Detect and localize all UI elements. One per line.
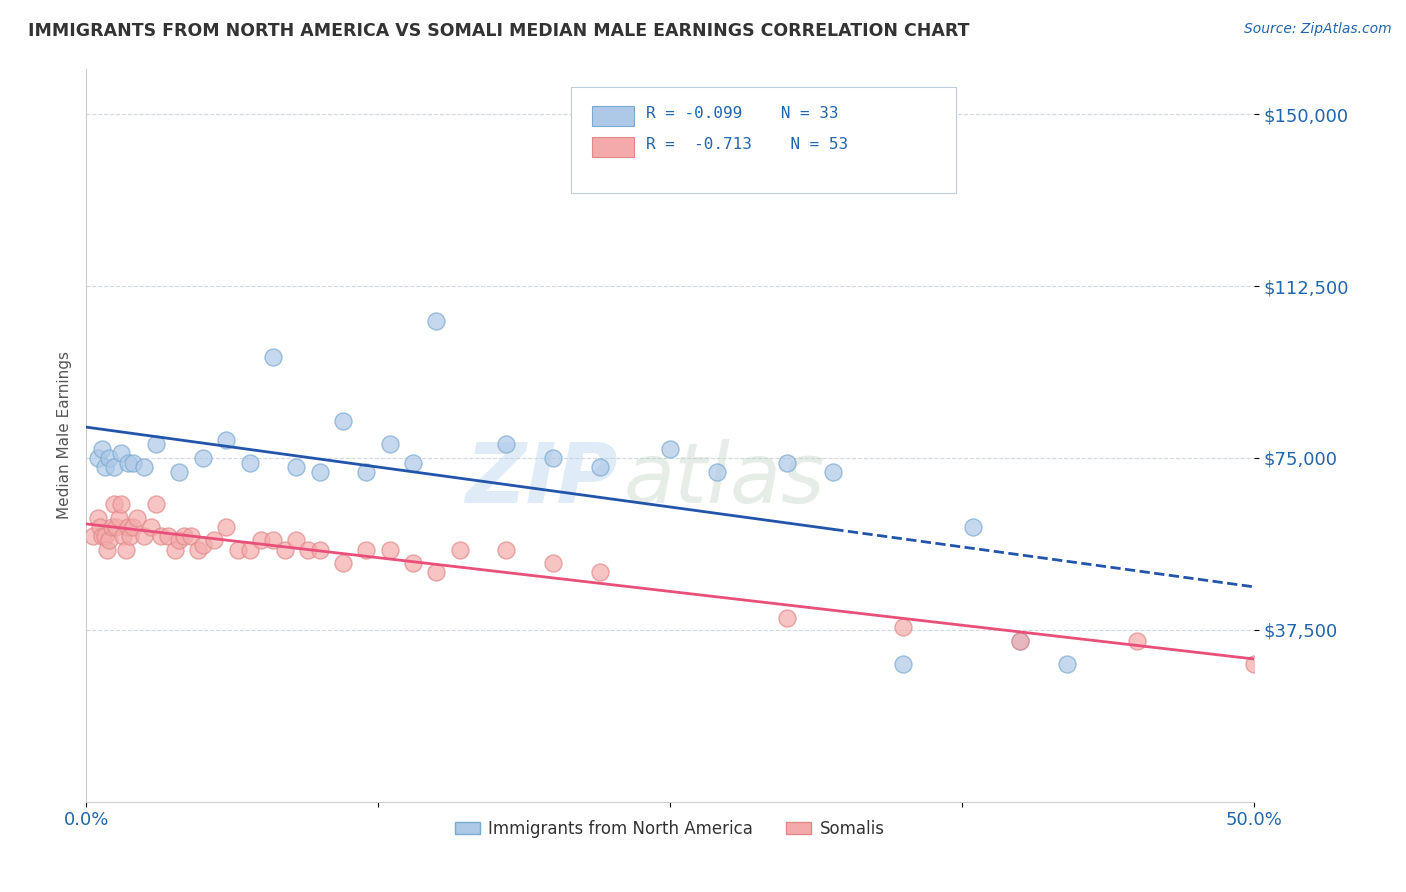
Point [114, 542, 136, 557]
Point [1010, 634, 1032, 648]
Text: R = -0.099    N = 33: R = -0.099 N = 33 [647, 106, 839, 121]
Point [402, 456, 425, 470]
Point [107, 510, 129, 524]
Y-axis label: Median Male Earnings: Median Male Earnings [58, 351, 72, 519]
Point [1243, 657, 1265, 672]
Point [191, 538, 214, 552]
Point [87, 450, 110, 465]
Point [145, 497, 167, 511]
Text: ZIP: ZIP [464, 439, 617, 519]
Point [658, 442, 681, 456]
Point [962, 519, 984, 533]
Point [402, 557, 425, 571]
Point [775, 611, 797, 625]
FancyBboxPatch shape [592, 106, 634, 127]
Point [191, 450, 214, 465]
Text: R =  -0.713    N = 53: R = -0.713 N = 53 [647, 137, 849, 153]
Point [117, 456, 139, 470]
Point [121, 519, 143, 533]
Point [141, 519, 163, 533]
Point [204, 533, 226, 548]
Point [285, 533, 308, 548]
Point [378, 437, 401, 451]
FancyBboxPatch shape [571, 87, 956, 194]
Point [149, 529, 172, 543]
Point [120, 529, 142, 543]
Point [169, 465, 191, 479]
Point [425, 566, 447, 580]
Point [134, 460, 156, 475]
Point [91, 442, 114, 456]
Point [308, 465, 330, 479]
Point [1010, 634, 1032, 648]
Point [541, 450, 564, 465]
Point [823, 465, 845, 479]
Point [98, 533, 121, 548]
Point [121, 456, 143, 470]
Point [117, 519, 139, 533]
Point [169, 533, 191, 548]
Point [226, 542, 249, 557]
Point [262, 350, 284, 364]
Point [91, 529, 114, 543]
Point [425, 313, 447, 327]
Point [94, 460, 117, 475]
FancyBboxPatch shape [592, 136, 634, 157]
Point [163, 542, 186, 557]
Point [145, 437, 167, 451]
Point [891, 620, 914, 634]
Point [273, 542, 295, 557]
Point [332, 557, 354, 571]
Point [262, 533, 284, 548]
Point [285, 460, 308, 475]
Point [96, 542, 118, 557]
Point [1126, 634, 1149, 648]
Text: IMMIGRANTS FROM NORTH AMERICA VS SOMALI MEDIAN MALE EARNINGS CORRELATION CHART: IMMIGRANTS FROM NORTH AMERICA VS SOMALI … [28, 22, 970, 40]
Point [100, 519, 122, 533]
Text: Source: ZipAtlas.com: Source: ZipAtlas.com [1244, 22, 1392, 37]
Point [187, 542, 209, 557]
Point [112, 529, 135, 543]
Point [589, 566, 612, 580]
Point [215, 433, 238, 447]
Point [156, 529, 179, 543]
Point [215, 519, 238, 533]
Point [775, 456, 797, 470]
Point [98, 450, 121, 465]
Point [238, 456, 260, 470]
Point [297, 542, 319, 557]
Point [127, 510, 149, 524]
Point [706, 465, 728, 479]
Point [105, 519, 128, 533]
Point [378, 542, 401, 557]
Point [356, 465, 378, 479]
Point [87, 510, 110, 524]
Point [495, 437, 517, 451]
Point [332, 414, 354, 428]
Point [103, 460, 125, 475]
Point [250, 533, 273, 548]
Point [238, 542, 260, 557]
Point [495, 542, 517, 557]
Point [1056, 657, 1078, 672]
Point [82, 529, 104, 543]
Point [541, 557, 564, 571]
Point [589, 460, 612, 475]
Text: atlas: atlas [623, 439, 825, 519]
Point [356, 542, 378, 557]
Point [89, 519, 111, 533]
Point [103, 497, 125, 511]
Point [173, 529, 195, 543]
Point [134, 529, 156, 543]
Point [449, 542, 471, 557]
Point [110, 446, 132, 460]
Point [110, 497, 132, 511]
Point [94, 529, 117, 543]
Legend: Immigrants from North America, Somalis: Immigrants from North America, Somalis [449, 814, 891, 845]
Point [180, 529, 202, 543]
Point [891, 657, 914, 672]
Point [308, 542, 330, 557]
